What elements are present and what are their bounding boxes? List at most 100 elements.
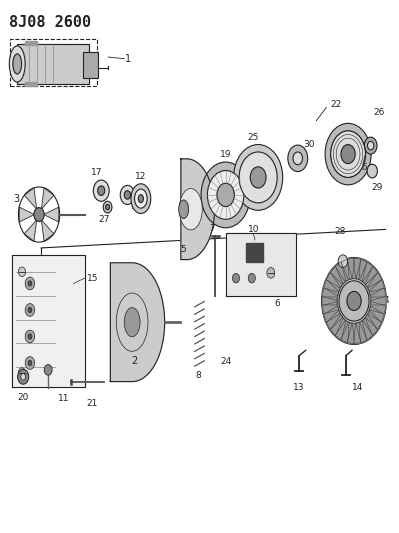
Polygon shape: [341, 321, 352, 343]
Polygon shape: [25, 82, 37, 86]
Circle shape: [239, 152, 277, 203]
Circle shape: [207, 171, 244, 219]
Ellipse shape: [134, 189, 147, 208]
Text: 18: 18: [131, 202, 143, 211]
Circle shape: [367, 164, 377, 178]
Polygon shape: [322, 297, 338, 305]
Text: 20: 20: [18, 393, 29, 402]
Circle shape: [217, 183, 234, 207]
Polygon shape: [348, 259, 356, 279]
Circle shape: [18, 267, 26, 277]
Circle shape: [232, 273, 239, 283]
Ellipse shape: [9, 46, 25, 82]
Text: 29: 29: [371, 183, 383, 192]
Circle shape: [338, 255, 348, 268]
Circle shape: [293, 152, 302, 165]
Circle shape: [201, 162, 250, 228]
Text: 23: 23: [326, 303, 338, 312]
Ellipse shape: [124, 308, 140, 337]
Text: 22: 22: [331, 100, 342, 109]
Polygon shape: [363, 266, 377, 287]
Text: 10: 10: [248, 224, 259, 233]
Text: 2: 2: [131, 356, 137, 366]
Text: 16: 16: [357, 164, 369, 172]
Polygon shape: [365, 311, 381, 329]
Polygon shape: [326, 311, 342, 329]
Polygon shape: [368, 306, 384, 322]
Circle shape: [120, 185, 134, 205]
Text: 13: 13: [293, 383, 304, 392]
Polygon shape: [330, 314, 345, 335]
Polygon shape: [348, 322, 356, 344]
Circle shape: [25, 330, 35, 343]
Polygon shape: [19, 207, 34, 222]
Text: 4: 4: [384, 296, 389, 305]
Bar: [83, 52, 99, 78]
Bar: [10, 38, 97, 86]
Polygon shape: [369, 302, 386, 314]
Ellipse shape: [13, 54, 22, 74]
Polygon shape: [326, 272, 342, 292]
Circle shape: [18, 368, 26, 377]
Text: 19: 19: [220, 150, 231, 159]
Ellipse shape: [138, 195, 143, 203]
Circle shape: [93, 180, 109, 201]
Circle shape: [325, 123, 371, 185]
Circle shape: [28, 334, 32, 339]
Polygon shape: [181, 159, 215, 260]
Text: 1: 1: [125, 54, 131, 63]
Circle shape: [367, 141, 374, 150]
Text: 7: 7: [209, 224, 215, 233]
Text: 17: 17: [91, 168, 102, 177]
Text: 27: 27: [98, 215, 109, 223]
Circle shape: [98, 186, 105, 196]
Polygon shape: [246, 243, 263, 262]
Polygon shape: [330, 266, 345, 287]
Circle shape: [347, 292, 361, 311]
Polygon shape: [353, 322, 360, 344]
Circle shape: [339, 281, 369, 321]
Circle shape: [331, 131, 365, 177]
Text: 12: 12: [135, 172, 146, 181]
Text: 21: 21: [86, 399, 97, 408]
Polygon shape: [336, 318, 348, 340]
Circle shape: [25, 277, 35, 290]
Polygon shape: [12, 255, 85, 387]
Circle shape: [106, 205, 110, 210]
Polygon shape: [356, 260, 367, 281]
Circle shape: [322, 257, 387, 344]
Polygon shape: [369, 288, 386, 301]
Circle shape: [364, 137, 377, 154]
Text: 3: 3: [14, 193, 20, 204]
Circle shape: [124, 191, 130, 199]
Ellipse shape: [131, 184, 151, 214]
Circle shape: [248, 273, 255, 283]
Text: 8J08 2600: 8J08 2600: [9, 14, 91, 30]
Text: 6: 6: [274, 300, 280, 309]
Text: 30: 30: [303, 140, 315, 149]
Polygon shape: [25, 41, 37, 45]
Ellipse shape: [179, 189, 202, 230]
Circle shape: [28, 308, 32, 313]
Polygon shape: [227, 233, 296, 296]
Text: 14: 14: [352, 383, 363, 392]
Text: 15: 15: [87, 273, 98, 282]
Polygon shape: [324, 306, 340, 322]
Polygon shape: [17, 44, 89, 84]
Polygon shape: [359, 318, 373, 340]
Circle shape: [267, 268, 275, 278]
Polygon shape: [363, 314, 377, 335]
Circle shape: [233, 144, 283, 211]
Polygon shape: [322, 302, 338, 314]
Circle shape: [341, 144, 355, 164]
Circle shape: [25, 304, 35, 317]
Circle shape: [44, 365, 52, 375]
Polygon shape: [359, 262, 373, 284]
Polygon shape: [324, 280, 340, 296]
Circle shape: [250, 167, 266, 188]
Polygon shape: [356, 321, 367, 343]
Ellipse shape: [179, 200, 189, 219]
Text: 28: 28: [334, 227, 346, 236]
Polygon shape: [41, 188, 54, 209]
Text: 24: 24: [220, 357, 231, 366]
